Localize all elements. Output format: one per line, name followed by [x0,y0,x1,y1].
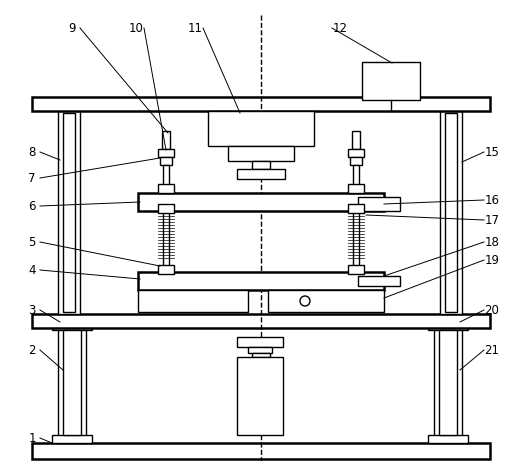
Bar [440,111,462,314]
Bar [52,435,92,443]
Text: 7: 7 [28,171,35,184]
Bar [32,97,490,111]
Bar [428,435,468,443]
Text: 3: 3 [28,304,35,316]
Bar [138,272,384,290]
Text: 12: 12 [333,22,348,35]
Text: 2: 2 [28,344,35,357]
Bar [445,113,457,312]
Bar [158,149,174,157]
Text: 9: 9 [68,22,76,35]
Text: 19: 19 [484,254,500,266]
Bar [439,330,457,435]
Bar [160,157,172,165]
Bar [208,111,314,146]
Bar [434,328,462,443]
Text: 6: 6 [28,199,35,212]
Bar [352,131,360,149]
Bar [163,165,169,193]
Bar [32,443,490,459]
Bar [353,211,359,272]
Bar [32,314,490,328]
Text: 4: 4 [28,263,35,277]
Bar [58,111,80,314]
Bar [358,276,400,286]
Bar [63,330,81,435]
Bar [158,265,174,274]
Text: 15: 15 [484,146,500,159]
Bar [237,169,285,179]
Text: 21: 21 [484,344,500,357]
Bar [228,146,294,161]
Text: 17: 17 [484,213,500,227]
Text: 20: 20 [484,304,500,316]
Bar [138,193,384,211]
Bar [63,113,75,312]
Bar [348,204,364,213]
Bar [348,184,364,193]
Bar [348,149,364,157]
Bar [52,322,92,330]
Text: 8: 8 [28,146,35,159]
Bar [358,197,400,211]
Bar [237,337,283,347]
Bar [350,157,362,165]
Text: 11: 11 [187,22,203,35]
Bar [428,322,468,330]
Bar [58,328,86,443]
Bar [353,165,359,193]
Bar [362,62,420,100]
Bar [268,290,384,312]
Bar [158,204,174,213]
Text: 5: 5 [28,235,35,249]
Bar [158,184,174,193]
Bar [348,265,364,274]
Bar [237,357,283,435]
Bar [138,290,248,312]
Text: 1: 1 [28,431,35,445]
Text: 18: 18 [484,235,500,249]
Bar [162,131,170,149]
Bar [252,161,270,169]
Text: 10: 10 [128,22,144,35]
Text: 16: 16 [484,193,500,206]
Bar [248,347,272,353]
Bar [163,211,169,272]
Bar [252,353,270,357]
